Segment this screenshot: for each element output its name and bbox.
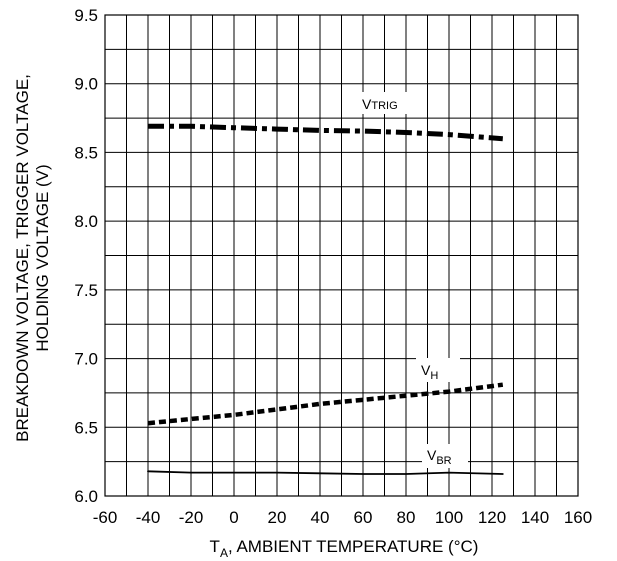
- x-axis-title: TA, AMBIENT TEMPERATURE (°C): [210, 537, 479, 560]
- vbr-label-main: V: [427, 447, 437, 463]
- y-tick-label: 7.0: [74, 350, 98, 369]
- x-tick-label: 60: [354, 508, 373, 527]
- x-tick-label: -40: [136, 508, 161, 527]
- y-tick-label: 8.5: [74, 143, 98, 162]
- x-tick-label: 160: [564, 508, 592, 527]
- grid: [104, 14, 579, 497]
- x-axis-title-sub: A: [220, 546, 228, 560]
- x-tick-labels: -60 -40 -20 0 20 40 60 80 100 120 140 160: [93, 508, 592, 527]
- x-tick-label: -20: [179, 508, 204, 527]
- y-tick-label: 6.0: [74, 487, 98, 506]
- y-tick-label: 9.0: [74, 75, 98, 94]
- x-tick-label: 40: [311, 508, 330, 527]
- y-tick-label: 8.0: [74, 212, 98, 231]
- plot-frame: [104, 14, 579, 497]
- series-layer: [147, 123, 504, 475]
- x-tick-label: 140: [521, 508, 549, 527]
- y-tick-label: 9.5: [74, 6, 98, 25]
- x-tick-label: 120: [478, 508, 506, 527]
- vbr-label-backdrop: [422, 444, 468, 468]
- x-tick-label: 100: [435, 508, 463, 527]
- y-axis-title-line1: BREAKDOWN VOLTAGE, TRIGGER VOLTAGE,: [13, 74, 32, 442]
- y-tick-label: 7.5: [74, 281, 98, 300]
- x-tick-label: 20: [268, 508, 287, 527]
- x-tick-label: -60: [93, 508, 118, 527]
- y-axis-title-line2: HOLDING VOLTAGE (V): [33, 164, 52, 351]
- vbr-label: VBR: [427, 447, 452, 467]
- x-tick-label: 80: [397, 508, 416, 527]
- vh-label-sub: H: [430, 370, 438, 382]
- y-tick-label: 6.5: [74, 418, 98, 437]
- vtrig-label: VTRIG: [362, 96, 398, 112]
- series-vh-line: [147, 382, 504, 426]
- y-tick-labels: 6.0 6.5 7.0 7.5 8.0 8.5 9.0 9.5: [74, 6, 98, 506]
- vtrig-label-sub: TRIG: [371, 100, 397, 112]
- x-axis-title-main: T: [210, 537, 220, 556]
- x-axis-title-rest: , AMBIENT TEMPERATURE (°C): [228, 537, 479, 556]
- vh-label-main: V: [421, 362, 431, 378]
- series-vbr-line: [147, 470, 504, 475]
- vh-label-backdrop: [416, 358, 460, 382]
- series-vtrig-line: [148, 123, 503, 142]
- vh-label: VH: [421, 362, 438, 382]
- vtrig-label-main: V: [362, 96, 372, 112]
- vtrig-label-backdrop: [357, 92, 413, 114]
- vbr-label-sub: BR: [436, 455, 451, 467]
- x-tick-label: 0: [229, 508, 238, 527]
